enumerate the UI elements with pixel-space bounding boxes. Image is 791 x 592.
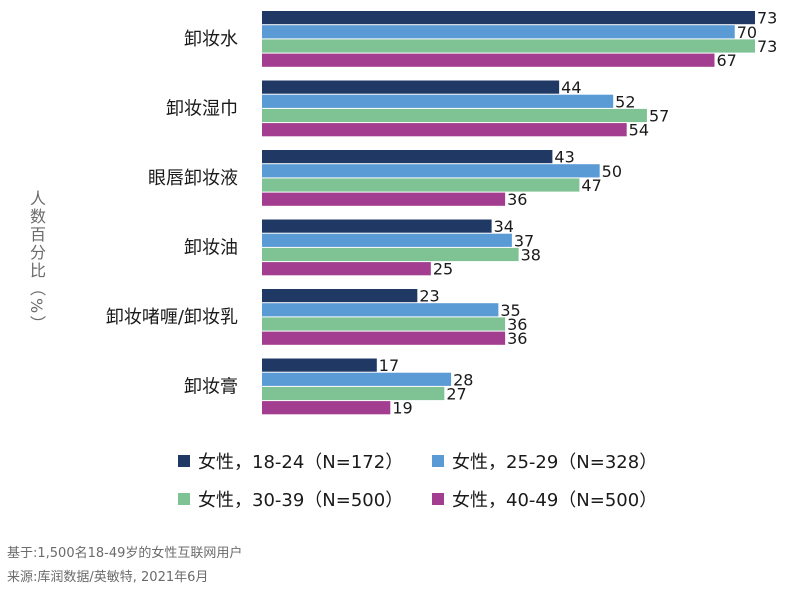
bar: [262, 358, 377, 372]
base-note: 基于:1,500名18-49岁的女性互联网用户: [7, 546, 243, 561]
bar: [262, 53, 715, 67]
data-label: 34: [494, 217, 514, 236]
data-label: 28: [453, 370, 473, 389]
bar: [262, 247, 519, 262]
category-label: 卸妆湿巾: [166, 98, 238, 119]
legend-label-40-49: 女性，40-49（N=500）: [452, 490, 658, 511]
data-label: 52: [615, 92, 635, 111]
data-label: 70: [737, 23, 757, 42]
bar: [262, 25, 735, 39]
data-label: 73: [757, 9, 777, 28]
legend-item-18-24: 女性，18-24（N=172）: [178, 448, 403, 474]
legend-label-25-29: 女性，25-29（N=328）: [452, 452, 658, 473]
data-label: 73: [757, 37, 777, 56]
bar: [262, 262, 431, 276]
legend-label-30-39: 女性，30-39（N=500）: [198, 490, 404, 511]
legend-label-18-24: 女性，18-24（N=172）: [198, 452, 404, 473]
data-label: 17: [379, 356, 399, 375]
category-label: 卸妆啫喱/卸妆乳: [106, 307, 238, 328]
bar: [262, 178, 580, 192]
data-label: 36: [507, 329, 527, 348]
data-label: 54: [629, 121, 649, 140]
data-label: 23: [419, 287, 439, 306]
bar: [262, 108, 647, 123]
y-axis-label: 人数百分比（%）: [27, 190, 46, 334]
legend-swatch-30-39: [178, 493, 190, 505]
source-note: 来源:库润数据/英敏特, 2021年6月: [7, 570, 209, 585]
legend-item-25-29: 女性，25-29（N=328）: [432, 448, 657, 474]
data-label: 19: [392, 399, 412, 418]
data-label: 44: [561, 78, 581, 97]
bar: [262, 11, 755, 25]
legend-item-30-39: 女性，30-39（N=500）: [178, 486, 403, 512]
data-label: 37: [514, 231, 534, 250]
data-label: 35: [500, 301, 520, 320]
bar: [262, 150, 553, 164]
data-label: 25: [433, 260, 453, 279]
bar: [262, 303, 499, 317]
bar: [262, 164, 600, 178]
bar: [262, 372, 452, 386]
data-label: 36: [507, 315, 527, 334]
category-label: 卸妆水: [184, 29, 238, 50]
data-label: 50: [602, 162, 622, 181]
category-label: 卸妆油: [184, 237, 238, 258]
category-label: 眼唇卸妆液: [148, 168, 238, 189]
data-label: 47: [581, 176, 601, 195]
bar: [262, 94, 614, 108]
bar: [262, 317, 506, 331]
bar: [262, 80, 560, 94]
bar: [262, 219, 492, 233]
bar: [262, 123, 627, 137]
data-label: 43: [554, 148, 574, 167]
data-label: 38: [521, 246, 541, 265]
bar: [262, 233, 512, 247]
bar: [262, 289, 418, 303]
bar: [262, 331, 506, 345]
data-label: 67: [716, 51, 736, 70]
data-label: 36: [507, 190, 527, 209]
category-label: 卸妆膏: [184, 375, 238, 397]
bar: [262, 39, 755, 53]
legend-swatch-40-49: [432, 493, 444, 505]
data-label: 57: [649, 107, 669, 126]
bar: [262, 386, 445, 401]
bar: [262, 401, 391, 415]
data-label: 27: [446, 385, 466, 404]
legend-swatch-18-24: [178, 455, 190, 467]
legend-item-40-49: 女性，40-49（N=500）: [432, 486, 657, 512]
bar: [262, 192, 506, 206]
legend-swatch-25-29: [432, 455, 444, 467]
